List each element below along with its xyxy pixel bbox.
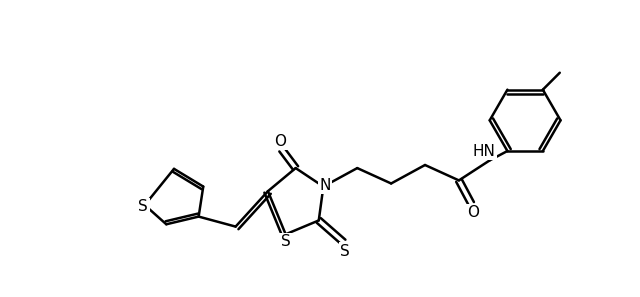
Text: N: N: [319, 178, 331, 192]
Text: S: S: [138, 199, 148, 214]
Text: O: O: [467, 205, 479, 220]
Text: HN: HN: [472, 144, 495, 159]
Text: S: S: [281, 235, 291, 249]
Text: S: S: [340, 244, 350, 259]
Text: O: O: [275, 134, 286, 148]
